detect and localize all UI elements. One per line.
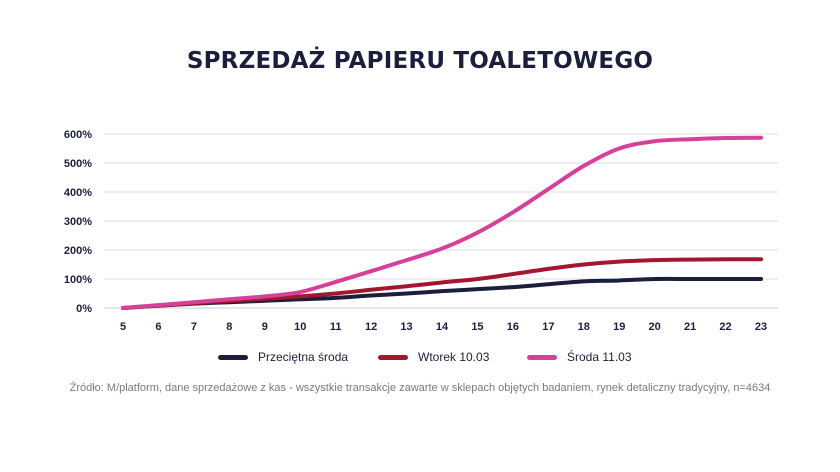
y-tick-label: 200% xyxy=(64,245,92,257)
x-tick-label: 12 xyxy=(365,321,377,333)
legend-item-wtorek: Wtorek 10.03 xyxy=(378,350,489,364)
x-tick-label: 17 xyxy=(542,321,554,333)
x-tick-label: 11 xyxy=(330,321,342,333)
x-tick-label: 16 xyxy=(507,321,519,333)
series-lines xyxy=(121,135,763,310)
x-tick-label: 14 xyxy=(436,321,449,333)
y-tick-label: 600% xyxy=(64,129,92,141)
series-line-sroda xyxy=(121,135,763,310)
y-tick-label: 500% xyxy=(64,158,92,170)
x-axis-ticks: 5 6 7 8 9 10 11 12 13 14 15 16 17 18 19 20 21 22 23 xyxy=(120,321,767,333)
x-tick-label: 18 xyxy=(578,321,590,333)
legend-swatch xyxy=(378,354,408,360)
legend-swatch xyxy=(527,354,557,360)
legend-label: Środa 11.03 xyxy=(567,350,632,364)
x-tick-label: 8 xyxy=(226,321,232,333)
x-tick-label: 9 xyxy=(262,321,268,333)
x-tick-label: 23 xyxy=(755,321,767,333)
x-tick-label: 7 xyxy=(191,321,197,333)
legend-swatch xyxy=(218,354,248,360)
x-tick-label: 15 xyxy=(471,321,483,333)
x-tick-label: 19 xyxy=(613,321,625,333)
x-tick-label: 20 xyxy=(649,321,661,333)
x-tick-label: 6 xyxy=(155,321,161,333)
legend-item-sroda: Środa 11.03 xyxy=(527,350,632,364)
y-tick-label: 300% xyxy=(64,216,92,228)
source-note: Źródło: M/platform, dane sprzedażowe z k… xyxy=(69,382,771,394)
legend-label: Wtorek 10.03 xyxy=(418,350,490,364)
chart-title: SPRZEDAŻ PAPIERU TOALETOWEGO xyxy=(186,48,654,74)
x-tick-label: 22 xyxy=(719,321,731,333)
x-tick-label: 10 xyxy=(294,321,306,333)
legend-item-przecietna-sroda: Przeciętna środa xyxy=(218,350,348,364)
y-axis-ticks: 0% 100% 200% 300% 400% 500% 600% xyxy=(64,129,92,315)
chart-legend: Przeciętna środa Wtorek 10.03 Środa 11.0… xyxy=(0,350,840,366)
x-tick-label: 13 xyxy=(400,321,412,333)
y-tick-label: 400% xyxy=(64,187,92,199)
legend-label: Przeciętna środa xyxy=(258,350,349,364)
y-tick-label: 100% xyxy=(64,274,92,286)
y-tick-label: 0% xyxy=(76,303,92,315)
x-tick-label: 5 xyxy=(120,321,126,333)
x-tick-label: 21 xyxy=(684,321,696,333)
